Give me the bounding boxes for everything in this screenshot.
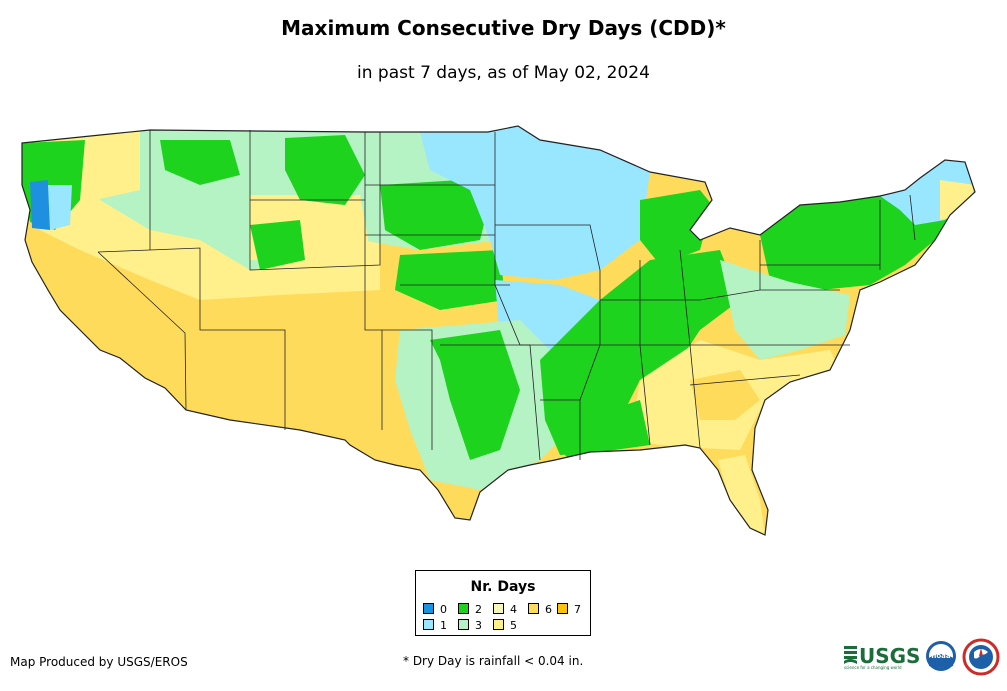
legend-item-7: 7: [557, 603, 581, 616]
cdd-region-utah-2: [250, 220, 305, 270]
legend-item-6: 6: [528, 603, 552, 616]
cdd-map: [21, 125, 976, 536]
legend-label-2: 2: [475, 603, 482, 616]
usgs-logo: USGS science for a changing world: [844, 644, 920, 670]
cdd-region-idaho-2: [160, 140, 240, 185]
legend-label-4: 4: [510, 603, 517, 616]
legend-label-6: 6: [545, 603, 552, 616]
cdd-region-nebraska-2: [395, 250, 505, 310]
cdd-region-georgia-6: [690, 370, 760, 420]
cdd-region-florida-5: [718, 455, 765, 535]
legend-item-5: 5: [493, 619, 517, 632]
legend-swatch-4: [493, 603, 504, 614]
cdd-region-gulf-2: [560, 400, 650, 460]
legend-item-2: 2: [458, 603, 482, 616]
legend-title: Nr. Days: [470, 579, 536, 595]
legend-label-5: 5: [510, 619, 517, 632]
footnote-text: * Dry Day is rainfall < 0.04 in.: [403, 654, 584, 668]
cdd-region-dakota-2: [380, 180, 490, 250]
legend: Nr. Days 0 1 2 3 4 5 6 7: [415, 570, 591, 636]
legend-label-7: 7: [574, 603, 581, 616]
cdd-region-coast-0: [30, 180, 50, 230]
legend-item-0: 0: [423, 603, 447, 616]
svg-text:science for a changing world: science for a changing world: [844, 665, 902, 670]
legend-item-4: 4: [493, 603, 517, 616]
legend-label-1: 1: [440, 619, 447, 632]
legend-swatch-7: [557, 603, 568, 614]
legend-swatch-3: [458, 619, 469, 630]
cdd-region-idaho-5: [70, 130, 140, 200]
legend-label-3: 3: [475, 619, 482, 632]
cdd-region-michigan-2: [640, 190, 712, 265]
legend-item-3: 3: [458, 619, 482, 632]
map-subtitle: in past 7 days, as of May 02, 2024: [357, 63, 650, 83]
cdd-region-maine-5: [940, 180, 975, 220]
cdd-region-montana-2: [285, 135, 365, 205]
svg-text:noaa: noaa: [931, 652, 951, 660]
cdd-fill-layer: [22, 126, 975, 535]
credit-text: Map Produced by USGS/EROS: [10, 655, 188, 669]
legend-swatch-6: [528, 603, 539, 614]
noaa-logo: noaa: [926, 641, 956, 671]
svg-text:USGS: USGS: [859, 644, 920, 668]
cdd-region-midatlantic-3: [720, 260, 850, 360]
cdd-region-ohio-valley-2: [540, 250, 740, 455]
cdd-region-upper-midwest-1: [420, 126, 650, 280]
legend-item-1: 1: [423, 619, 447, 632]
legend-label-0: 0: [440, 603, 447, 616]
cdd-region-oregon-1: [48, 185, 72, 230]
legend-swatch-5: [493, 619, 504, 630]
legend-swatch-0: [423, 603, 434, 614]
nws-logo: [962, 638, 1000, 676]
cdd-region-oklahoma-2: [430, 330, 520, 460]
state-boundaries: [21, 125, 976, 536]
legend-swatch-2: [458, 603, 469, 614]
legend-swatch-1: [423, 619, 434, 630]
map-title: Maximum Consecutive Dry Days (CDD)*: [281, 16, 726, 40]
